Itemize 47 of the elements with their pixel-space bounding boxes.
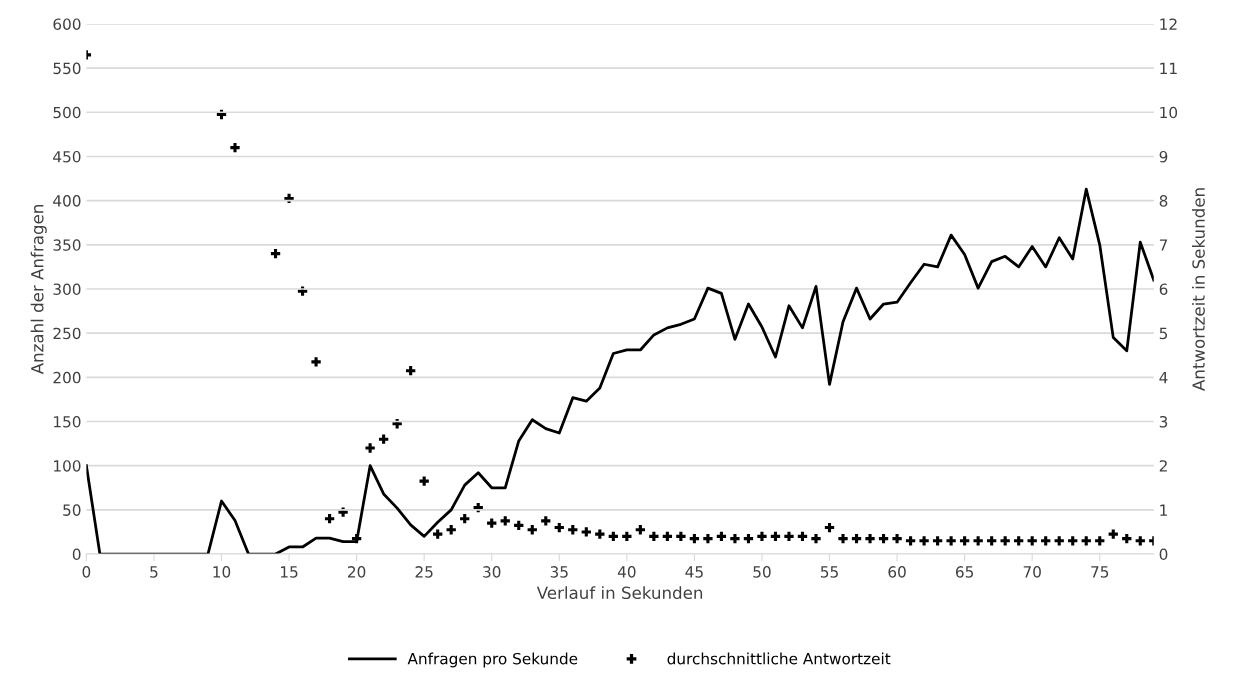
x-tick-label: 40 bbox=[617, 566, 636, 578]
y-tick-label: 600 bbox=[53, 18, 81, 30]
y-tick-label: 350 bbox=[53, 239, 81, 251]
x-tick-label: 15 bbox=[281, 566, 298, 578]
x-tick-label: 10 bbox=[213, 566, 231, 578]
y2-tick-label: 0 bbox=[1159, 548, 1168, 561]
x-tick-label: 50 bbox=[753, 566, 771, 578]
x-tick-label: 75 bbox=[1091, 566, 1109, 578]
legend-label: Anfragen pro Sekunde bbox=[407, 652, 578, 668]
x-tick-label: 5 bbox=[150, 566, 158, 578]
x-axis-title: Verlauf in Sekunden bbox=[536, 586, 703, 600]
y2-tick-label: 12 bbox=[1160, 18, 1177, 30]
x-tick-label: 35 bbox=[550, 566, 568, 578]
x-tick-label: 55 bbox=[820, 566, 838, 578]
y2-tick-label: 1 bbox=[1160, 504, 1167, 516]
x-tick-label: 65 bbox=[955, 566, 974, 578]
x-tick-label: 20 bbox=[348, 566, 366, 578]
y2-tick-label: 11 bbox=[1160, 62, 1177, 74]
y2-tick-label: 5 bbox=[1159, 327, 1168, 340]
y2-tick-label: 7 bbox=[1159, 239, 1168, 251]
y2-tick-label: 2 bbox=[1159, 460, 1167, 472]
x-tick-label: 70 bbox=[1023, 566, 1041, 578]
y2-tick-label: 6 bbox=[1159, 283, 1168, 296]
y2-tick-label: 3 bbox=[1159, 415, 1168, 428]
y-tick-label: 100 bbox=[54, 460, 81, 472]
y-tick-label: 0 bbox=[72, 548, 81, 561]
y-tick-label: 500 bbox=[53, 106, 81, 119]
x-tick-label: 25 bbox=[415, 566, 433, 578]
y-tick-label: 550 bbox=[53, 62, 81, 75]
x-tick-label: 0 bbox=[82, 566, 91, 578]
y-axis-title: Anzahl der Anfragen bbox=[30, 205, 47, 375]
y-tick-label: 250 bbox=[53, 327, 81, 340]
y-tick-label: 50 bbox=[63, 504, 81, 516]
y-tick-label: 150 bbox=[54, 415, 81, 428]
x-tick-label: 45 bbox=[685, 566, 703, 578]
y2-tick-label: 4 bbox=[1159, 372, 1168, 384]
y-tick-label: 450 bbox=[53, 150, 81, 163]
y-tick-label: 200 bbox=[53, 371, 81, 384]
y-tick-label: 300 bbox=[53, 283, 81, 296]
y2-tick-label: 8 bbox=[1159, 195, 1168, 207]
y2-axis-title: Antwortzeit in Sekunden bbox=[1191, 188, 1205, 391]
y2-tick-label: 10 bbox=[1160, 106, 1178, 119]
x-tick-label: 60 bbox=[888, 566, 906, 578]
legend-label: durchschnittliche Antwortzeit bbox=[667, 652, 891, 665]
y-tick-label: 400 bbox=[53, 195, 81, 207]
y2-tick-label: 9 bbox=[1159, 150, 1168, 163]
x-tick-label: 30 bbox=[483, 566, 501, 578]
